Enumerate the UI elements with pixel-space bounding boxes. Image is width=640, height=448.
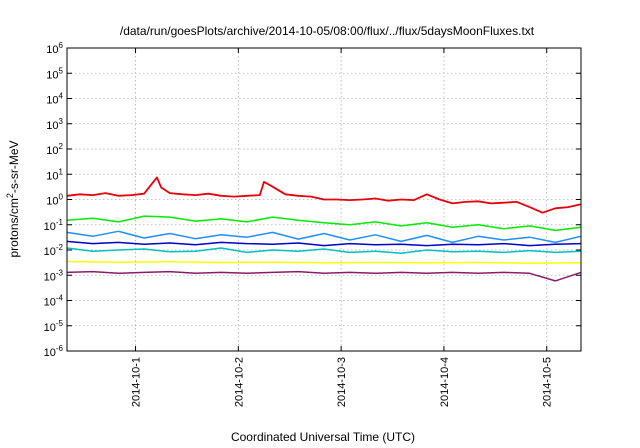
series-line-1 bbox=[66, 176, 582, 214]
x-tick-label: 2014-10-2 bbox=[233, 357, 245, 407]
series-line-6 bbox=[66, 260, 582, 264]
y-tick-label: 10-2 bbox=[44, 243, 64, 258]
x-tick-label: 2014-10-5 bbox=[542, 357, 554, 407]
y-tick-label: 106 bbox=[46, 41, 63, 56]
y-axis: 10-6 10-5 10-4 10-3 10-2 10-1 100 101 102 103 104 1… bbox=[44, 41, 581, 359]
y-tick-label: 10-6 bbox=[44, 344, 64, 359]
y-tick-label: 10-4 bbox=[44, 294, 64, 309]
y-axis-title-base: protons/cm bbox=[7, 198, 21, 257]
x-tick-label: 2014-10-1 bbox=[131, 357, 143, 407]
y-tick-label: 103 bbox=[46, 117, 63, 132]
grid bbox=[67, 48, 581, 351]
y-tick-label: 10-5 bbox=[44, 319, 64, 334]
x-tick-label: 2014-10-3 bbox=[336, 357, 348, 407]
y-tick-label: 100 bbox=[46, 193, 63, 208]
y-axis-title-sup: 2 bbox=[5, 193, 15, 198]
series-line-3 bbox=[66, 230, 582, 244]
y-tick-label: 10-3 bbox=[44, 268, 64, 283]
y-tick-label: 105 bbox=[46, 66, 63, 81]
y-axis-title-rest: -s-sr-MeV bbox=[7, 140, 21, 193]
y-tick-label: 10-1 bbox=[44, 218, 64, 233]
y-tick-label: 101 bbox=[46, 167, 63, 182]
series-line-7 bbox=[66, 270, 582, 282]
series-line-5 bbox=[66, 240, 582, 247]
y-axis-title: protons/cm2-s-sr-MeV bbox=[5, 140, 21, 257]
series-group bbox=[66, 176, 582, 282]
series-line-2 bbox=[66, 215, 582, 232]
series-line-4 bbox=[66, 247, 582, 254]
chart-title: /data/run/goesPlots/archive/2014-10-05/0… bbox=[120, 24, 535, 38]
y-tick-label: 104 bbox=[46, 92, 63, 107]
y-tick-label: 102 bbox=[46, 142, 63, 157]
x-axis: 2014-10-1 2014-10-2 2014-10-3 2014-10-4 2014… bbox=[131, 48, 554, 407]
x-tick-label: 2014-10-4 bbox=[439, 357, 451, 407]
x-axis-title: Coordinated Universal Time (UTC) bbox=[231, 430, 415, 444]
